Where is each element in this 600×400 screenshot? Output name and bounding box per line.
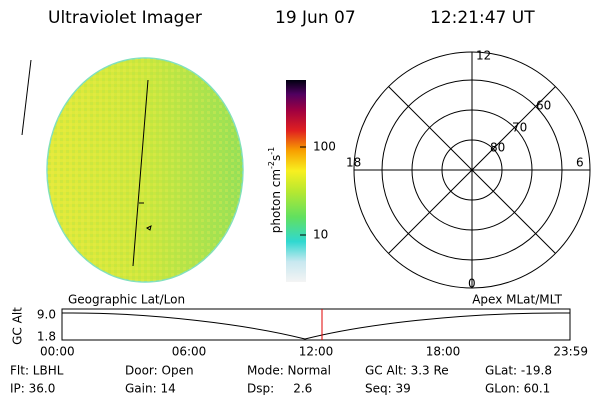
- status-field: Mode: Normal: [247, 364, 331, 378]
- title: Ultraviolet Imager: [48, 8, 202, 28]
- auroral-image: [21, 57, 244, 283]
- status-field: Flt: LBHL: [10, 364, 64, 378]
- timeline-x-tick: 00:00: [40, 345, 75, 359]
- polar-grid: [353, 51, 591, 289]
- mlat-label: 70: [512, 121, 527, 135]
- timeline-x-tick: 18:00: [426, 345, 461, 359]
- status-field: IP: 36.0: [10, 382, 55, 396]
- mlt-label: 18: [346, 156, 361, 170]
- mlat-label: 80: [490, 141, 505, 155]
- unit: s: [269, 155, 283, 161]
- status-field: GLon: 60.1: [485, 382, 550, 396]
- timeline-y-tick: 1.8: [37, 330, 56, 344]
- mlt-label: 6: [576, 156, 584, 170]
- colorbar-label: photon cm-2s-1: [267, 147, 283, 234]
- timeline-y-label: GC Alt: [11, 307, 25, 345]
- timeline-title: Geographic Lat/Lon: [68, 293, 185, 307]
- timeline-plot: [61, 308, 571, 341]
- mlt-label: 12: [476, 49, 491, 63]
- time: 12:21:47 UT: [430, 8, 535, 28]
- status-field: GC Alt: 3.3 Re: [365, 364, 449, 378]
- exponent: -2: [267, 161, 276, 169]
- mlt-label: 0: [468, 277, 476, 291]
- status-field: Gain: 14: [125, 382, 176, 396]
- timeline-x-tick: 12:00: [299, 345, 334, 359]
- colorbar-tick: 10: [313, 228, 328, 242]
- status-field: GLat: -19.8: [485, 364, 552, 378]
- timeline-x-tick: 23:59: [553, 345, 588, 359]
- colorbar: [286, 80, 306, 282]
- timeline-x-tick: 06:00: [172, 345, 207, 359]
- exponent: -1: [267, 147, 276, 155]
- unit: photon cm: [269, 169, 283, 233]
- date: 19 Jun 07: [275, 8, 356, 28]
- mlat-label: 60: [536, 99, 551, 113]
- colorbar-tick: 100: [313, 140, 336, 154]
- timeline-x-ticks: 00:00 06:00 12:00 18:00 23:59: [40, 345, 588, 359]
- status-field: Seq: 39: [365, 382, 411, 396]
- timeline-title: Apex MLat/MLT: [472, 293, 562, 307]
- timeline-y-tick: 9.0: [37, 308, 56, 322]
- status-field: Dsp: 2.6: [247, 382, 312, 396]
- status-field: Door: Open: [125, 364, 194, 378]
- status-panel: Flt: LBHL Door: Open Mode: Normal GC Alt: 3…: [10, 364, 552, 396]
